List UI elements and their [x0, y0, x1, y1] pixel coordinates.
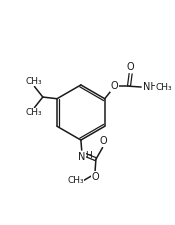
Text: CH₃: CH₃ [26, 108, 42, 117]
Text: CH₃: CH₃ [26, 77, 42, 86]
Text: O: O [91, 172, 99, 182]
Text: H: H [85, 151, 92, 160]
Text: O: O [99, 136, 107, 146]
Text: NH: NH [144, 82, 158, 92]
Text: O: O [111, 81, 119, 91]
Text: CH₃: CH₃ [67, 176, 84, 185]
Text: O: O [127, 62, 134, 72]
Text: N: N [78, 152, 85, 162]
Text: CH₃: CH₃ [155, 83, 172, 92]
